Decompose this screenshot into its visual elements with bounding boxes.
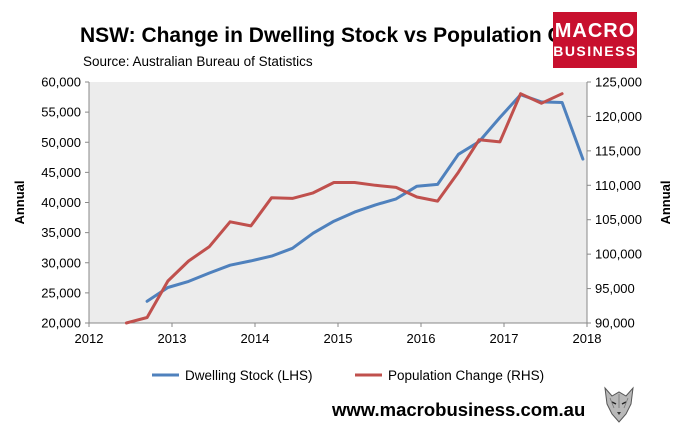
logo-line-2: BUSINESS: [553, 43, 637, 59]
right-axis-title: Annual: [658, 180, 673, 224]
x-tick-label: 2012: [75, 331, 104, 346]
right-tick-label: 90,000: [595, 316, 635, 331]
x-tick-label: 2015: [324, 331, 353, 346]
left-tick-label: 40,000: [41, 195, 81, 210]
x-tick-label: 2014: [241, 331, 270, 346]
x-tick-label: 2016: [407, 331, 436, 346]
left-tick-label: 50,000: [41, 135, 81, 150]
x-tick-label: 2013: [158, 331, 187, 346]
right-tick-label: 110,000: [595, 178, 641, 193]
right-tick-label: 125,000: [595, 75, 642, 90]
x-tick-label: 2018: [573, 331, 602, 346]
left-tick-label: 20,000: [41, 316, 81, 331]
right-tick-label: 120,000: [595, 109, 642, 124]
left-tick-label: 55,000: [41, 105, 81, 120]
legend-label: Dwelling Stock (LHS): [185, 368, 313, 383]
left-tick-label: 35,000: [41, 225, 81, 240]
left-tick-label: 45,000: [41, 165, 81, 180]
macrobusiness-logo: MACRO BUSINESS: [553, 12, 637, 68]
right-tick-label: 95,000: [595, 281, 635, 296]
chart-source: Source: Australian Bureau of Statistics: [83, 54, 313, 69]
left-tick-label: 60,000: [41, 75, 81, 90]
right-tick-label: 105,000: [595, 212, 642, 227]
chart-title: NSW: Change in Dwelling Stock vs Populat…: [80, 24, 625, 47]
left-tick-label: 25,000: [41, 285, 81, 300]
logo-line-1: MACRO: [554, 20, 636, 42]
left-tick-label: 30,000: [41, 255, 81, 270]
dwelling-series-line: [145, 93, 585, 303]
population-series-line: [124, 92, 564, 325]
plot-area: [89, 82, 587, 323]
x-tick-label: 2017: [490, 331, 519, 346]
legend-label: Population Change (RHS): [388, 368, 544, 383]
left-axis-title: Annual: [12, 180, 27, 224]
right-tick-label: 115,000: [595, 143, 641, 158]
wolf-mascot-icon: [600, 382, 638, 426]
right-tick-label: 100,000: [595, 247, 642, 262]
footer-url[interactable]: www.macrobusiness.com.au: [332, 399, 586, 420]
